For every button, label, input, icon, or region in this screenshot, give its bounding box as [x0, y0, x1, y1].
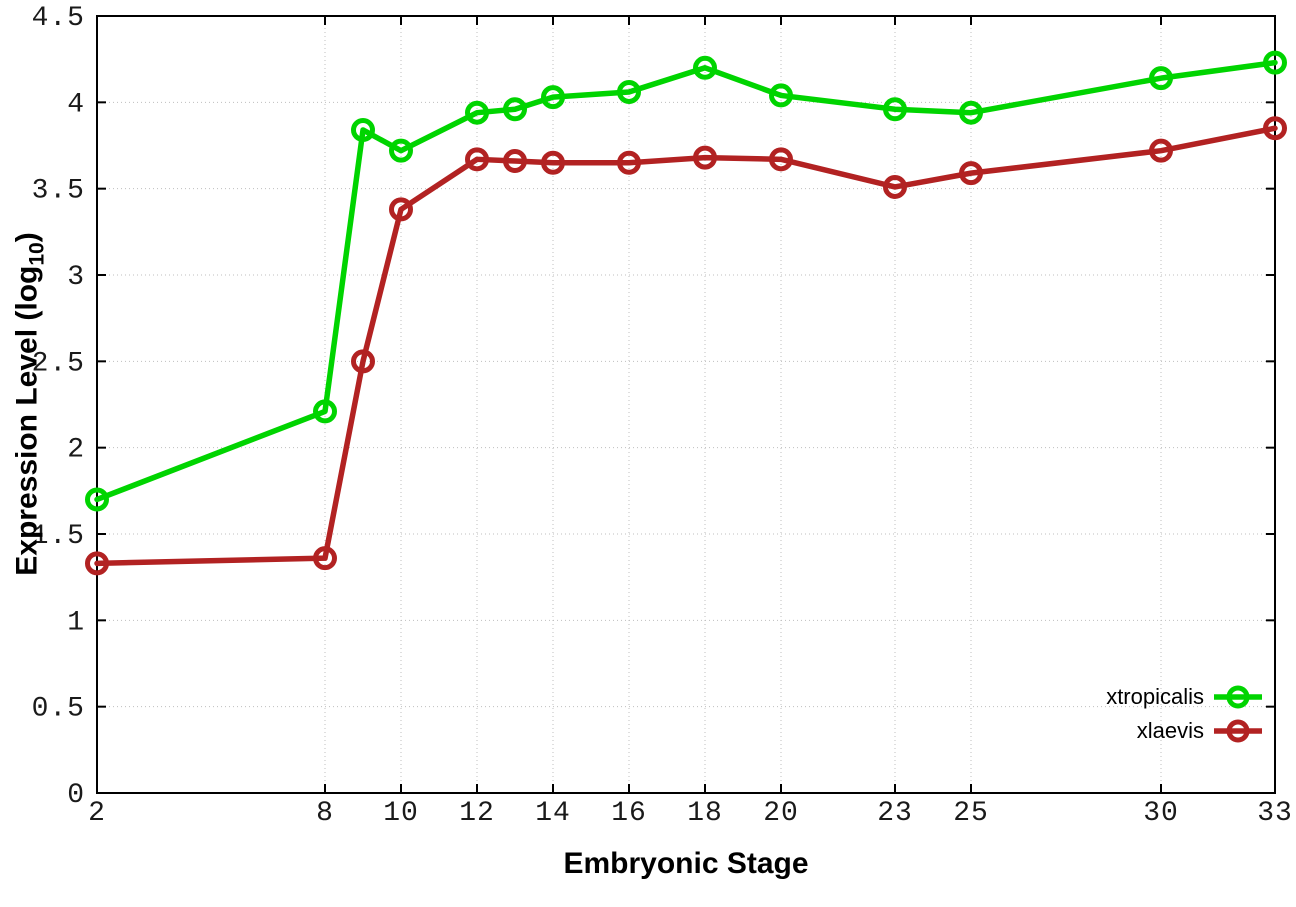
legend: xtropicalis xlaevis [1106, 682, 1262, 746]
x-tick-label-8: 8 [316, 798, 334, 829]
data-point-xtropicalis-9 [351, 117, 375, 142]
y-tick-label-3.5: 3.5 [32, 176, 85, 207]
x-tick-labels: 2 8 10 12 14 16 18 20 23 25 30 33 [88, 798, 1293, 829]
data-point-xtropicalis-2 [85, 487, 109, 512]
y-axis-title-sub: 10 [25, 242, 49, 266]
y-axis-title-suffix: ) [10, 232, 44, 243]
data-point-xlaevis-8 [313, 546, 337, 571]
data-point-xtropicalis-12 [465, 100, 489, 125]
x-tick-label-33: 33 [1257, 798, 1293, 829]
x-tick-label-18: 18 [687, 798, 723, 829]
legend-item-xlaevis: xlaevis [1137, 716, 1262, 746]
data-point-xtropicalis-20 [769, 83, 793, 108]
x-tick-label-30: 30 [1143, 798, 1179, 829]
data-point-xlaevis-2 [85, 551, 109, 576]
data-point-xlaevis-9 [351, 349, 375, 374]
y-tick-label-0: 0 [67, 780, 85, 811]
legend-marker-icon [1214, 719, 1262, 743]
x-tick-label-23: 23 [877, 798, 913, 829]
y-axis-title: Expression Level (log10) [11, 232, 50, 575]
x-tick-label-2: 2 [88, 798, 106, 829]
gridlines [97, 16, 1275, 793]
y-tick-labels: 0 0.5 1 1.5 2 2.5 3 3.5 4 4.5 [32, 3, 85, 811]
data-point-xlaevis-13 [503, 149, 527, 174]
data-point-xlaevis-14 [541, 150, 565, 175]
y-tick-label-0.5: 0.5 [32, 694, 85, 725]
data-point-xlaevis-10 [389, 197, 413, 222]
data-point-xtropicalis-18 [693, 55, 717, 80]
y-tick-label-4: 4 [67, 89, 85, 120]
x-axis-title: Embryonic Stage [563, 847, 809, 880]
plot-border [96, 15, 1276, 794]
data-point-xtropicalis-8 [313, 399, 337, 424]
data-point-xlaevis-33 [1263, 116, 1287, 141]
data-point-xlaevis-30 [1149, 138, 1173, 163]
legend-marker-icon [1214, 685, 1262, 709]
data-point-xlaevis-16 [617, 150, 641, 175]
x-tick-label-14: 14 [535, 798, 571, 829]
y-tick-label-4.5: 4.5 [32, 3, 85, 34]
series-line-xtropicalis [94, 59, 1278, 503]
data-point-xlaevis-20 [769, 147, 793, 172]
series-line-xlaevis [94, 125, 1278, 567]
y-tick-label-2: 2 [67, 435, 85, 466]
y-tick-label-2.5: 2.5 [32, 348, 85, 379]
y-tick-label-3: 3 [67, 262, 85, 293]
data-point-xtropicalis-10 [389, 138, 413, 163]
x-tick-label-16: 16 [611, 798, 647, 829]
data-point-xlaevis-18 [693, 145, 717, 170]
series-markers-xlaevis [85, 116, 1287, 576]
data-point-xtropicalis-13 [503, 97, 527, 122]
data-point-xtropicalis-16 [617, 79, 641, 104]
data-point-xlaevis-25 [959, 161, 983, 186]
x-tick-label-10: 10 [383, 798, 419, 829]
data-point-xlaevis-23 [883, 174, 907, 199]
data-point-xtropicalis-30 [1149, 66, 1173, 91]
axis-tick-marks [96, 15, 1276, 794]
data-point-xtropicalis-33 [1263, 50, 1287, 75]
data-point-xtropicalis-23 [883, 97, 907, 122]
legend-label: xtropicalis [1106, 684, 1204, 709]
data-point-xlaevis-12 [465, 147, 489, 172]
x-tick-label-20: 20 [763, 798, 799, 829]
y-axis-title-main: Expression Level (log [10, 265, 44, 576]
legend-item-xtropicalis: xtropicalis [1106, 682, 1262, 712]
y-tick-label-1: 1 [67, 607, 85, 638]
series-markers-xtropicalis [85, 50, 1287, 512]
data-point-xtropicalis-14 [541, 85, 565, 110]
x-tick-label-25: 25 [953, 798, 989, 829]
y-tick-label-1.5: 1.5 [32, 521, 85, 552]
data-point-xtropicalis-25 [959, 100, 983, 125]
x-tick-label-12: 12 [459, 798, 495, 829]
legend-label: xlaevis [1136, 718, 1204, 743]
